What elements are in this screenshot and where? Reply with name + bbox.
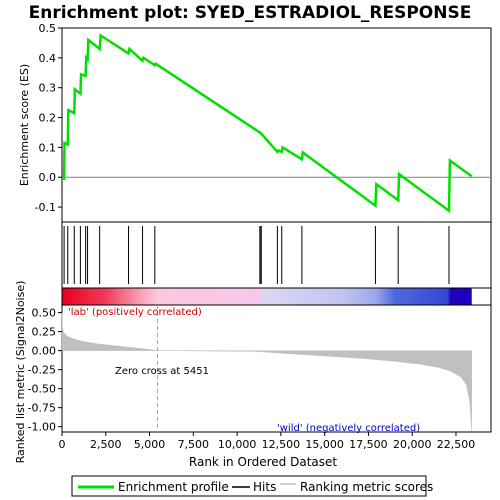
es-y-tick-label: 0.3 xyxy=(39,82,57,95)
ranking-heatmap-bar xyxy=(61,287,492,306)
metric-y-tick-label: 0.50 xyxy=(32,307,57,320)
legend-label-metric: Ranking metric scores xyxy=(300,480,433,494)
x-axis: 0 2,500 5,000 7,500 10,000 12,500 15,000 17,500… xyxy=(59,432,476,451)
legend-label-hits: Hits xyxy=(253,480,276,494)
legend-label-enrichment: Enrichment profile xyxy=(118,480,229,494)
es-y-tick-label: 0.0 xyxy=(39,171,57,184)
x-tick-label: 10,000 xyxy=(218,438,257,451)
x-tick-label: 2,500 xyxy=(90,438,122,451)
zero-cross-label: Zero cross at 5451 xyxy=(115,366,209,377)
hits-frame xyxy=(61,221,492,289)
enrichment-score-panel: 0.5 0.4 0.3 0.2 0.1 0.0 -0.1 xyxy=(35,22,492,223)
metric-y-tick-label: 0.00 xyxy=(32,345,57,358)
x-tick-label: 20,000 xyxy=(393,438,432,451)
x-tick-label: 15,000 xyxy=(305,438,344,451)
es-y-tick-label: 0.2 xyxy=(39,112,57,125)
metric-y-tick-label: -0.25 xyxy=(28,364,56,377)
es-y-tick-label: 0.5 xyxy=(39,22,57,35)
chart-title: Enrichment plot: SYED_ESTRADIOL_RESPONSE xyxy=(29,3,472,23)
x-tick-label: 22,500 xyxy=(437,438,476,451)
es-y-tick-label: 0.1 xyxy=(39,141,57,154)
ranked-metric-panel: 0.50 0.25 0.00 -0.25 -0.50 -0.75 -1.00 xyxy=(28,304,492,434)
x-tick-label: 0 xyxy=(59,438,66,451)
es-axis-label: Enrichment score (ES) xyxy=(18,64,31,186)
positive-correlation-label: 'lab' (positively correlated) xyxy=(68,307,202,318)
ranking-metric-area xyxy=(61,312,472,431)
es-y-tick-label: 0.4 xyxy=(39,52,57,65)
enrichment-profile-line xyxy=(62,33,473,214)
metric-y-tick-label: -0.50 xyxy=(28,383,56,396)
metric-y-tick-label: -0.75 xyxy=(28,402,56,415)
x-axis-label: Rank in Ordered Dataset xyxy=(189,455,337,469)
heatmap-strip xyxy=(62,288,472,305)
legend: Enrichment profile Hits Ranking metric s… xyxy=(71,475,433,497)
negative-correlation-label: 'wild' (negatively correlated) xyxy=(277,423,420,434)
metric-y-tick-label: -1.00 xyxy=(28,421,56,434)
x-tick-label: 5,000 xyxy=(134,438,166,451)
metric-axis-label: Ranked list metric (Signal2Noise) xyxy=(14,281,27,464)
es-y-tick-label: -0.1 xyxy=(35,201,56,214)
metric-y-tick-label: 0.25 xyxy=(32,326,57,339)
hits-panel xyxy=(61,221,492,289)
x-tick-label: 7,500 xyxy=(178,438,210,451)
legend-box xyxy=(71,475,427,497)
metric-plot-frame xyxy=(61,304,492,433)
x-tick-label: 17,500 xyxy=(349,438,388,451)
x-tick-label: 12,500 xyxy=(262,438,301,451)
